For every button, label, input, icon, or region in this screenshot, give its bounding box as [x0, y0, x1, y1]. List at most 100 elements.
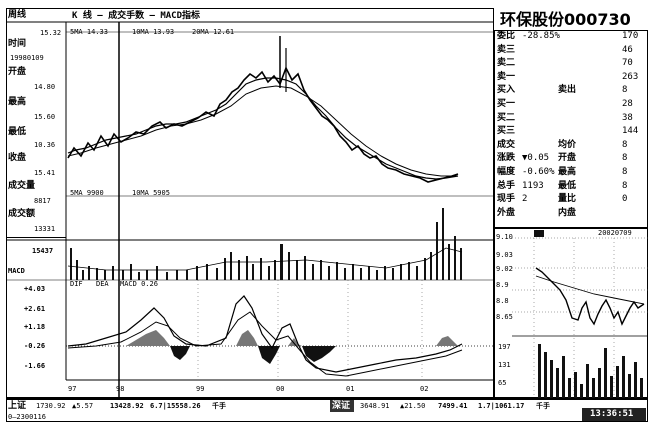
- main-chart-frame: [6, 8, 494, 398]
- quote-extra: 最低: [558, 180, 577, 191]
- sh-volume: 13428.92: [110, 402, 144, 410]
- time-label-5: 02: [420, 385, 428, 393]
- info-value-high: 15.60: [34, 113, 56, 121]
- macd-lines: [67, 295, 463, 377]
- time-label-2: 99: [196, 385, 204, 393]
- quote-label: 卖三: [497, 44, 516, 55]
- quote-label: 买一: [497, 99, 516, 109]
- mini-price-tick: 9.03: [496, 251, 513, 259]
- macd-tick-2: +1.18: [24, 323, 46, 331]
- sz-label[interactable]: 深证: [332, 401, 351, 411]
- info-label-close: 收盘: [8, 153, 27, 163]
- quote-right-value: 8: [622, 85, 628, 96]
- time-label-4: 01: [346, 385, 354, 393]
- sz-index: 3648.91: [360, 402, 390, 410]
- mini-price-tick: 8.65: [496, 313, 513, 321]
- quote-right-value: 8: [622, 139, 628, 150]
- quote-right-value: 8: [622, 167, 628, 177]
- macd-tick-4: -1.66: [24, 362, 46, 370]
- info-value-amount: 13331: [34, 225, 56, 233]
- macd-label-macd: MACD 0.26: [120, 280, 158, 288]
- mode-label: 周线: [8, 10, 27, 20]
- status-bar: [6, 398, 648, 422]
- time-label-0: 97: [68, 385, 76, 393]
- quote-label: 总手: [497, 180, 516, 191]
- mini-price-tick: 9.10: [496, 233, 513, 241]
- macd-tick-0: +4.03: [24, 285, 46, 293]
- info-value-volume: 8817: [34, 197, 51, 205]
- quote-extra: 均价: [558, 139, 577, 150]
- quote-right-value: 8: [622, 153, 628, 164]
- quote-extra: 卖出: [558, 85, 577, 96]
- mini-price-tick: 8.8: [496, 297, 509, 305]
- quote-extra: 内盘: [558, 207, 577, 218]
- stock-title: 环保股份000730: [500, 10, 631, 29]
- mini-vol-tick: 197: [498, 343, 511, 351]
- info-label-low: 最低: [8, 127, 27, 137]
- macd-tick-3: -0.26: [24, 342, 46, 350]
- sz-amount: 1.7|1061.17: [478, 402, 525, 410]
- quote-label: 现手: [497, 194, 516, 205]
- quote-right-value: 38: [622, 112, 633, 123]
- info-value-close: 15.41: [34, 169, 56, 177]
- quote-label: 买二: [497, 112, 516, 123]
- vol-ma-label-5: 5MA 9900: [70, 189, 104, 197]
- quote-right-value: 8: [622, 180, 628, 191]
- mini-chart-date: 20020709: [598, 229, 632, 237]
- info-label-amount: 成交额: [8, 209, 36, 219]
- quote-value: -28.85%: [522, 31, 560, 41]
- quote-label: 卖二: [497, 58, 516, 69]
- info-label-time: 时间: [8, 39, 27, 49]
- info-value-open: 14.80: [34, 83, 56, 91]
- macd-name: MACD: [8, 267, 25, 275]
- quote-extra: 量比: [558, 194, 577, 205]
- info-label-volume: 成交量: [8, 181, 36, 191]
- quote-right-value: 28: [622, 99, 633, 109]
- quote-label: 委比: [497, 31, 516, 41]
- time-label-3: 00: [276, 385, 284, 393]
- info-label-open: 开盘: [8, 67, 27, 77]
- info-value-low: 10.36: [34, 141, 56, 149]
- chart-title: K 线 — 成交手数 — MACD指标: [72, 11, 201, 21]
- info-label-high: 最高: [8, 97, 27, 107]
- quote-value: 1193: [522, 180, 544, 191]
- clock: 13:36:51: [590, 409, 634, 419]
- clock-box: [582, 408, 646, 421]
- mini-vol-tick: 65: [498, 379, 507, 387]
- sh-amount: 6.7|15558.26: [150, 402, 201, 410]
- top-left-value: 15.32: [40, 29, 62, 37]
- macd-histogram: [126, 330, 458, 364]
- vol-ma-label-10: 10MA 5905: [132, 189, 170, 197]
- sz-label-box[interactable]: [330, 400, 354, 412]
- quote-label: 幅度: [497, 167, 516, 177]
- sz-unit: 千手: [536, 402, 550, 410]
- vol-axis-max: 15437: [32, 247, 54, 255]
- price-series: [67, 36, 459, 183]
- quote-extra: 开盘: [558, 153, 577, 164]
- quote-table: [494, 30, 648, 228]
- quote-right-value: 263: [622, 71, 639, 82]
- sh-label[interactable]: 上证: [8, 401, 27, 411]
- quote-right-value: 144: [622, 126, 639, 137]
- quote-extra: 最高: [558, 167, 577, 177]
- quote-right-value: 170: [622, 31, 639, 41]
- mini-price-tick: 8.9: [496, 281, 509, 289]
- volume-ma: [67, 247, 463, 271]
- macd-label-dif: DIF: [70, 280, 83, 288]
- volume-bars: [70, 208, 462, 280]
- quote-label: 外盘: [497, 207, 516, 218]
- mini-price-tick: 9.02: [496, 265, 513, 273]
- quote-value: ▼0.05: [522, 153, 550, 164]
- quote-right-value: 70: [622, 58, 633, 69]
- quote-value: 2: [522, 194, 528, 205]
- quote-label: 成交: [497, 139, 516, 150]
- quote-right-value: 0: [622, 194, 628, 205]
- quote-label: 买入: [497, 85, 516, 96]
- main-chart-svg[interactable]: 97 98 99 00 01 02: [6, 8, 494, 398]
- macd-tick-1: +2.61: [24, 305, 46, 313]
- code-line: 0—2300116: [8, 413, 46, 421]
- quote-right-value: 46: [622, 44, 633, 55]
- sh-unit: 千手: [212, 402, 226, 410]
- quote-value: -0.60%: [522, 167, 555, 177]
- quote-label: 涨跌: [497, 153, 516, 164]
